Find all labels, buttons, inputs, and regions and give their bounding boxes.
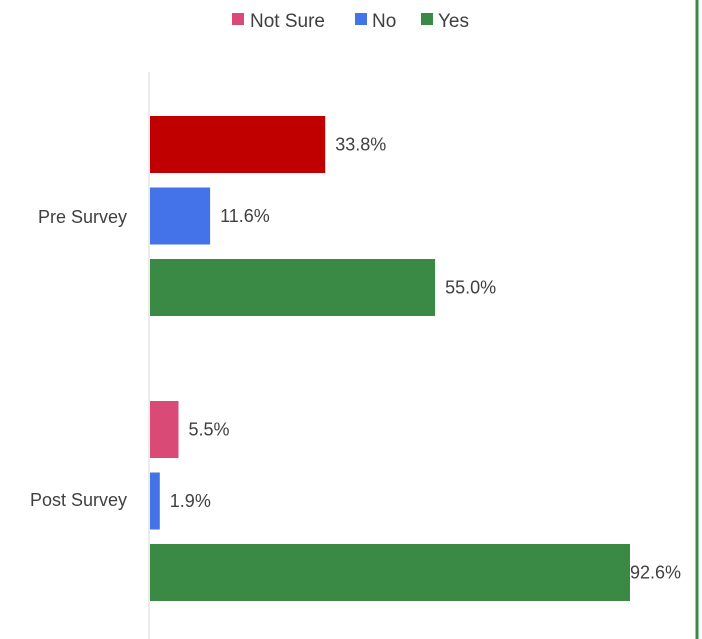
data-label-post-survey-no: 1.9% xyxy=(170,491,211,511)
bar-pre-survey-not-sure xyxy=(150,116,326,173)
data-label-post-survey-yes: 92.6% xyxy=(630,563,681,583)
bar-post-survey-not-sure xyxy=(150,401,179,458)
data-label-pre-survey-yes: 55.0% xyxy=(445,278,496,298)
category-label-pre-survey: Pre Survey xyxy=(38,207,127,227)
legend-swatch-not-sure xyxy=(232,13,244,25)
bar-pre-survey-no xyxy=(150,187,211,245)
data-labels-group: 33.8% 11.6% 55.0% 5.5% 1.9% 92.6% xyxy=(170,135,681,583)
data-label-post-survey-not-sure: 5.5% xyxy=(189,420,230,440)
bar-post-survey-yes xyxy=(150,544,630,601)
legend-label-yes: Yes xyxy=(438,11,469,32)
category-label-post-survey: Post Survey xyxy=(30,490,127,510)
data-label-pre-survey-no: 11.6% xyxy=(220,206,270,226)
bar-pre-survey-yes xyxy=(150,259,436,316)
legend: Not Sure No Yes xyxy=(232,11,469,32)
legend-swatch-no xyxy=(355,13,367,25)
legend-label-not-sure: Not Sure xyxy=(250,11,325,32)
data-label-pre-survey-not-sure: 33.8% xyxy=(335,135,386,155)
legend-swatch-yes xyxy=(421,13,433,25)
bars-group xyxy=(150,116,630,601)
bar-post-survey-no xyxy=(150,472,160,530)
legend-label-no: No xyxy=(372,11,396,32)
